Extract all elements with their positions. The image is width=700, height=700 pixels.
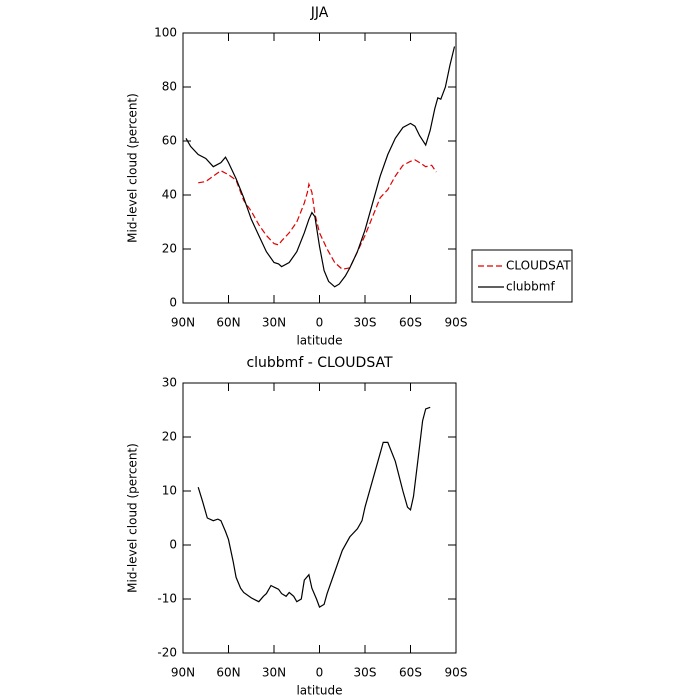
x-tick-label: 30S — [354, 666, 377, 680]
y-axis-title: Mid-level cloud (percent) — [126, 93, 140, 243]
x-tick-label: 30S — [354, 316, 377, 330]
y-tick-label: -20 — [157, 646, 177, 660]
plot-frame — [182, 382, 457, 654]
x-tick-label: 90N — [171, 666, 195, 680]
x-tick-label: 60S — [399, 316, 422, 330]
y-tick-label: 0 — [169, 538, 177, 552]
x-tick-label: 60N — [216, 316, 240, 330]
x-tick-label: 30N — [262, 666, 286, 680]
x-axis-title: latitude — [296, 684, 342, 698]
x-tick-label: 0 — [316, 666, 324, 680]
chart-title: JJA — [310, 5, 329, 21]
y-tick-label: 80 — [162, 80, 177, 94]
x-tick-label: 0 — [316, 316, 324, 330]
data-line — [198, 159, 437, 270]
y-tick-label: 20 — [162, 430, 177, 444]
y-tick-label: 10 — [162, 484, 177, 498]
y-tick-label: 20 — [162, 242, 177, 256]
x-tick-label: 90N — [171, 316, 195, 330]
y-tick-label: 0 — [169, 296, 177, 310]
data-line — [197, 406, 431, 608]
plot-frame — [182, 32, 457, 304]
legend-label: CLOUDSAT — [506, 259, 571, 273]
x-tick-label: 60N — [216, 666, 240, 680]
y-tick-label: -10 — [157, 592, 177, 606]
y-tick-label: 40 — [162, 188, 177, 202]
data-line — [185, 46, 456, 288]
x-tick-label: 90S — [445, 316, 468, 330]
x-axis-title: latitude — [296, 334, 342, 348]
x-tick-label: 90S — [445, 666, 468, 680]
y-tick-label: 60 — [162, 134, 177, 148]
y-tick-label: 30 — [162, 376, 177, 390]
y-tick-label: 100 — [154, 26, 177, 40]
y-axis-title: Mid-level cloud (percent) — [126, 443, 140, 593]
chart-title: clubbmf - CLOUDSAT — [246, 355, 393, 371]
legend-label: clubbmf — [506, 280, 555, 294]
x-tick-label: 30N — [262, 316, 286, 330]
legend-box — [471, 249, 573, 303]
x-tick-label: 60S — [399, 666, 422, 680]
